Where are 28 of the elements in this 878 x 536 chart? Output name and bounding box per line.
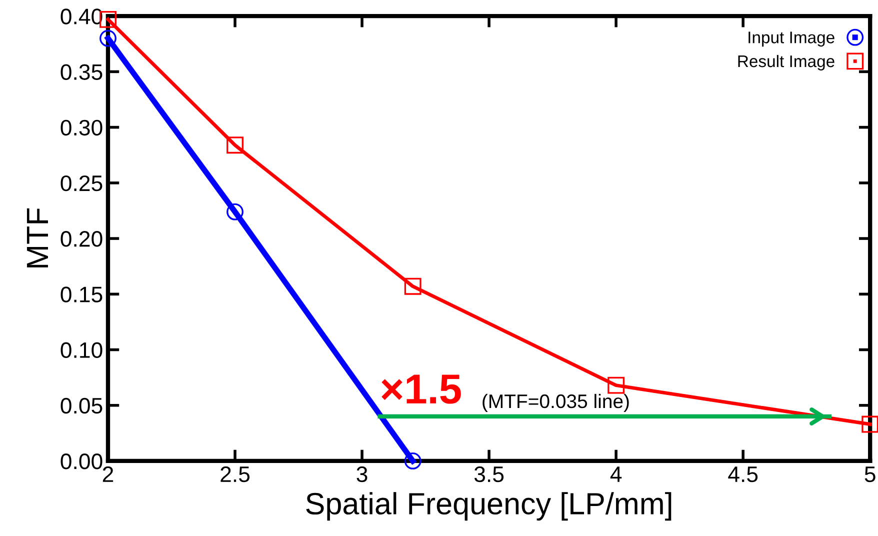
x-axis-title: Spatial Frequency [LP/mm]	[306, 492, 672, 521]
annotation: ×1.5	[382, 374, 461, 404]
point	[100, 30, 116, 47]
y-axis-title: MTF	[26, 208, 48, 268]
y-tick-label: 0.05	[60, 398, 102, 414]
point	[862, 416, 878, 433]
y-tick-label: 0.30	[60, 120, 102, 136]
y-tick-label: 0.00	[60, 453, 102, 470]
x-tick-label: 2.5	[220, 466, 250, 482]
y-tick-label: 0.10	[60, 342, 102, 358]
point	[608, 376, 625, 394]
x-tick-label: 4.5	[728, 466, 758, 482]
x-tick-label: 3	[356, 466, 368, 482]
y-tick-label: 0.20	[60, 231, 102, 247]
x-tick-label: 4	[610, 466, 622, 482]
y-tick-label: 0.35	[60, 64, 102, 80]
x-tick-label: 3.5	[474, 466, 504, 482]
point	[404, 452, 422, 470]
point	[404, 278, 422, 295]
legend-label: Input Image	[748, 32, 834, 47]
x-tick-label: 5	[864, 466, 876, 482]
annotation: (MTF=0.035 line)	[482, 394, 629, 412]
y-tick-label: 0.25	[60, 175, 102, 192]
y-tick-label: 0.15	[60, 286, 102, 302]
legend-label: Result Image	[738, 54, 834, 70]
point	[226, 203, 244, 220]
x-tick-label: 2	[102, 466, 114, 482]
point	[226, 136, 244, 154]
